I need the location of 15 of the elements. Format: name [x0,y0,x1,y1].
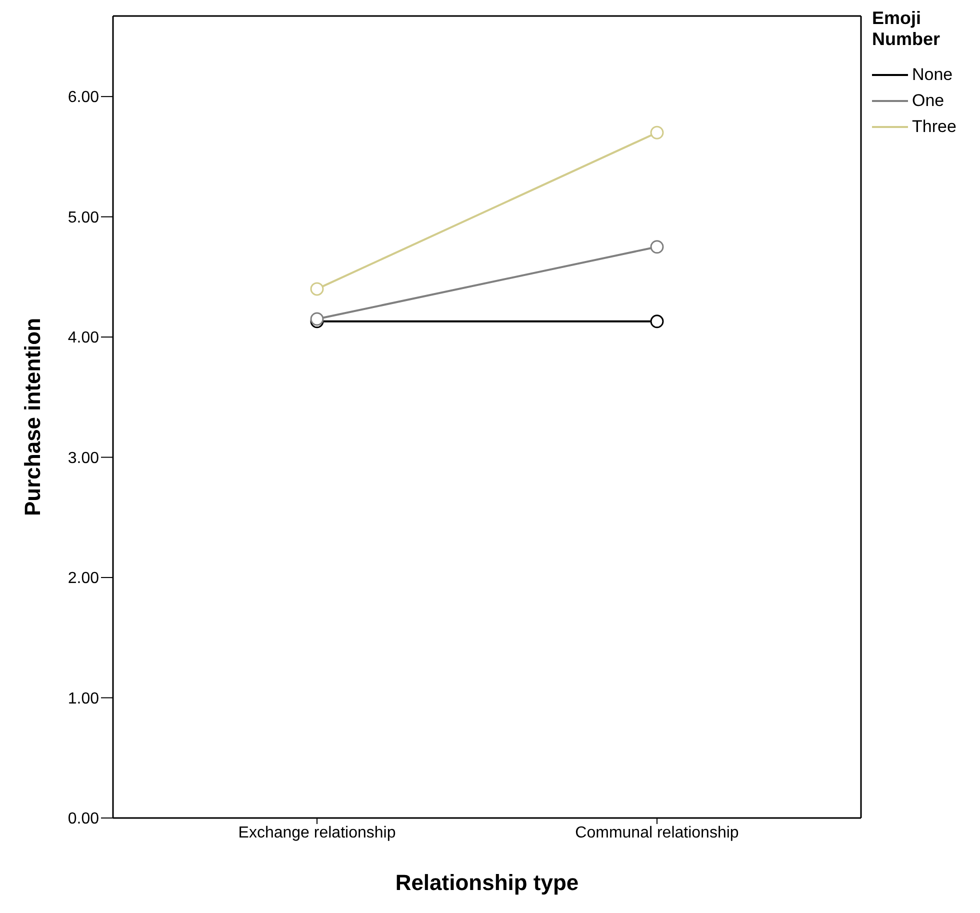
y-tick-label: 0.00 [68,810,100,828]
y-tick-label: 2.00 [68,570,100,588]
x-tick-label: Communal relationship [575,824,739,842]
legend-label: One [912,90,944,112]
y-tick-label: 5.00 [68,209,100,226]
x-axis-title: Relationship type [395,870,579,895]
y-tick-label: 3.00 [68,450,100,467]
legend-label: Three [912,116,956,138]
x-tick-label: Exchange relationship [238,824,396,842]
y-axis-title: Purchase intention [20,318,45,516]
y-tick-label: 4.00 [68,330,100,347]
legend-title: Emoji Number [872,8,942,50]
y-tick-label: 1.00 [68,690,100,708]
legend-label: None [912,64,953,86]
y-tick-label: 6.00 [68,89,100,106]
